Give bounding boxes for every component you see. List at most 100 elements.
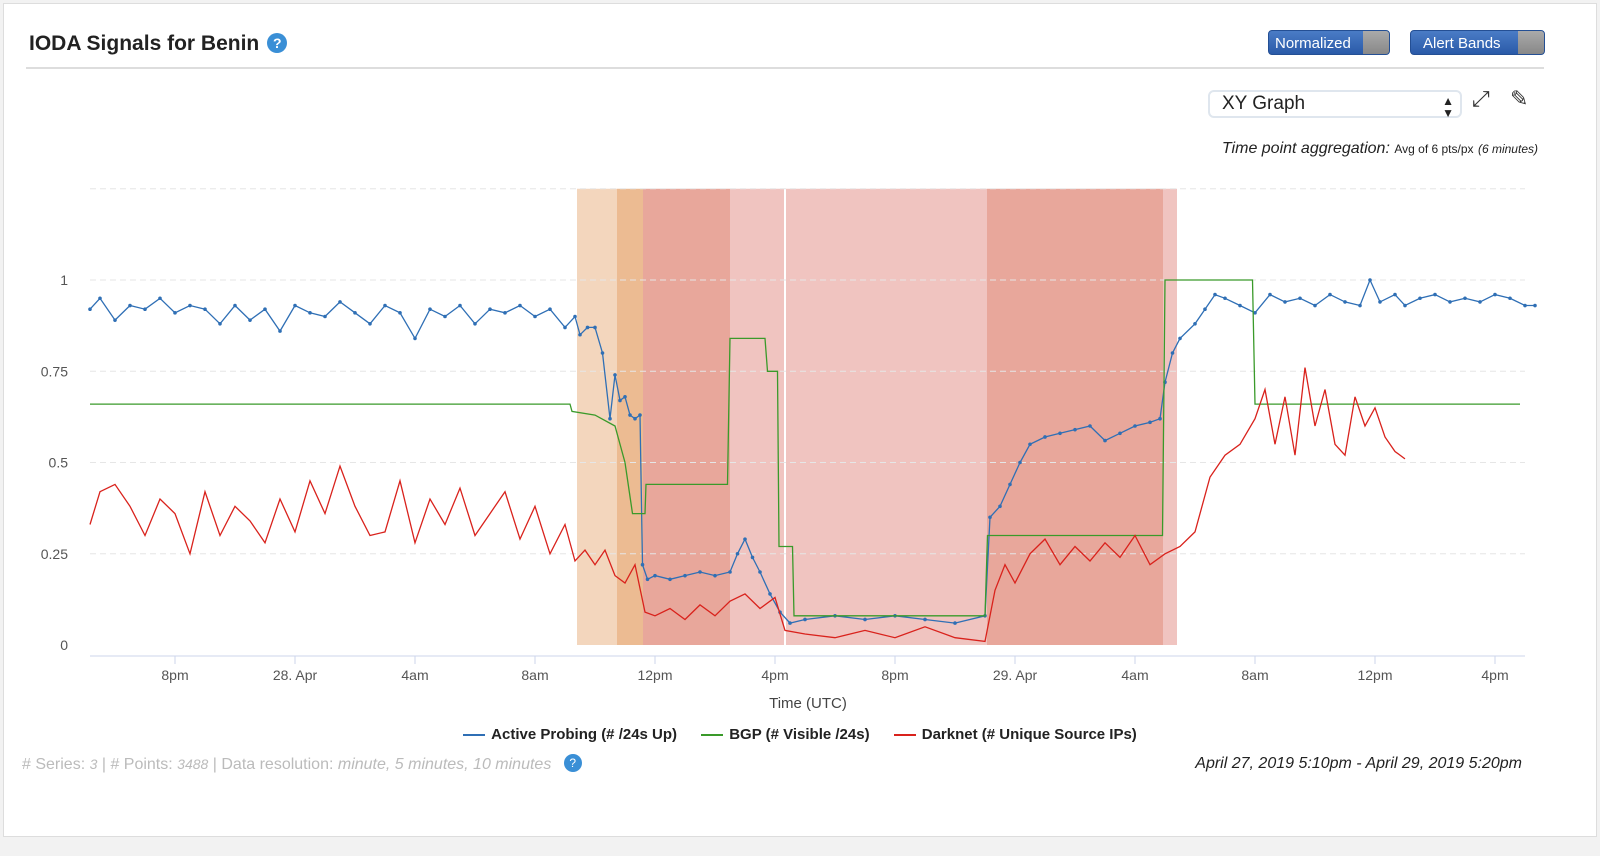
data-point (218, 322, 222, 326)
data-point (618, 398, 622, 403)
data-point (640, 562, 645, 567)
y-tick-label: 0.5 (49, 455, 69, 471)
data-point (1448, 300, 1452, 304)
divider (26, 67, 1544, 69)
data-point (323, 314, 327, 319)
data-point (758, 570, 762, 574)
data-point (1343, 300, 1347, 304)
series-line (89, 278, 1535, 624)
data-point (1328, 292, 1332, 297)
data-point (613, 373, 617, 377)
data-point (1378, 300, 1382, 304)
data-point (1203, 307, 1207, 312)
alert-band (987, 188, 1163, 645)
x-tick-label: 12pm (1357, 667, 1392, 683)
aggregation-label: Time point aggregation: (1221, 140, 1390, 157)
normalized-label: Normalized (1275, 35, 1351, 52)
points-count: 3488 (177, 756, 209, 772)
data-point (248, 318, 252, 322)
data-point (1178, 336, 1182, 341)
x-tick-label: 12pm (637, 667, 672, 683)
alert-bands-label: Alert Bands (1423, 35, 1501, 52)
data-point (158, 296, 162, 301)
data-point (263, 307, 267, 312)
data-point (1028, 442, 1032, 447)
legend-item-active-probing[interactable]: Active Probing (# /24s Up) (463, 726, 677, 743)
data-point (458, 303, 462, 308)
data-point (713, 573, 717, 578)
series-count: 3 (89, 756, 98, 772)
legend-swatch (463, 734, 486, 737)
data-point (1018, 460, 1022, 465)
data-point (518, 303, 522, 308)
data-point (653, 573, 657, 578)
data-point (98, 296, 102, 301)
data-point (923, 617, 927, 622)
data-point (473, 322, 477, 326)
chart-footer: # Series: 3 | # Points: 3488 | Data reso… (22, 754, 582, 774)
data-point (1283, 300, 1287, 304)
fullscreen-icon[interactable]: ⤢ (1472, 86, 1490, 111)
title-text: IODA Signals for Benin (29, 32, 260, 55)
data-point (1358, 303, 1362, 308)
toggle-knob[interactable] (1518, 31, 1544, 54)
data-point (1523, 303, 1527, 308)
data-point (1533, 303, 1537, 308)
series-line (90, 279, 1520, 617)
data-point (953, 621, 957, 625)
alert-bands (577, 188, 1177, 655)
data-point (863, 617, 867, 622)
data-point (308, 311, 312, 315)
legend-item-darknet[interactable]: Darknet (# Unique Source IPs) (893, 726, 1137, 743)
data-point (203, 307, 207, 312)
data-point (488, 307, 492, 312)
x-tick-label: 8am (1241, 667, 1268, 683)
data-point (750, 555, 755, 560)
y-tick-label: 0.75 (41, 363, 68, 379)
data-point (1170, 351, 1175, 355)
data-point (88, 307, 92, 312)
data-point (1043, 435, 1047, 439)
question-circle-icon[interactable]: ? (267, 33, 288, 53)
data-point (1493, 292, 1497, 297)
data-point (1238, 303, 1242, 308)
data-point (368, 322, 372, 326)
axes: 0 0.25 0.5 0.75 1 8pm 28. Apr 4am 8am 12pm 4pm 8pm 2… (41, 272, 1525, 683)
x-tick-label: 4pm (1481, 667, 1508, 683)
edit-icon[interactable]: ✎ (1510, 86, 1529, 111)
data-point (1103, 438, 1107, 443)
legend-item-bgp[interactable]: BGP (# Visible /24s) (701, 726, 870, 743)
view-type-select[interactable]: XY Graph ▲ ▼ (1208, 90, 1462, 119)
data-point (1268, 292, 1272, 297)
legend-label: Darknet (# Unique Source IPs) (921, 726, 1137, 743)
data-point (353, 311, 357, 315)
data-point (128, 303, 132, 308)
aggregation-detail: (6 minutes) (1477, 142, 1538, 156)
resolution-value: minute, 5 minutes, 10 minutes (337, 756, 552, 773)
normalized-toggle[interactable]: Normalized (1268, 30, 1390, 55)
question-circle-icon[interactable]: ? (563, 754, 582, 772)
data-point (1193, 322, 1197, 326)
data-point (1313, 303, 1317, 308)
data-point (633, 416, 637, 421)
aggregation-value: Avg of 6 pts/px (1394, 142, 1474, 156)
toggle-knob[interactable] (1363, 31, 1389, 54)
x-tick-label: 4am (401, 667, 428, 683)
data-point (578, 332, 582, 337)
data-point (338, 300, 342, 304)
alert-bands-toggle[interactable]: Alert Bands (1410, 30, 1545, 55)
data-point (1478, 300, 1482, 304)
legend-label: BGP (# Visible /24s) (729, 726, 870, 743)
alert-band (730, 188, 987, 645)
data-point (988, 515, 992, 520)
y-tick-label: 1 (60, 272, 68, 288)
x-tick-label: 8am (521, 667, 548, 683)
data-point (1058, 431, 1062, 436)
data-point (1118, 431, 1122, 436)
data-point (173, 311, 177, 315)
data-point (503, 311, 507, 315)
legend-swatch (701, 734, 724, 737)
grid-lines (90, 188, 1525, 555)
y-tick-label: 0.25 (41, 546, 68, 562)
